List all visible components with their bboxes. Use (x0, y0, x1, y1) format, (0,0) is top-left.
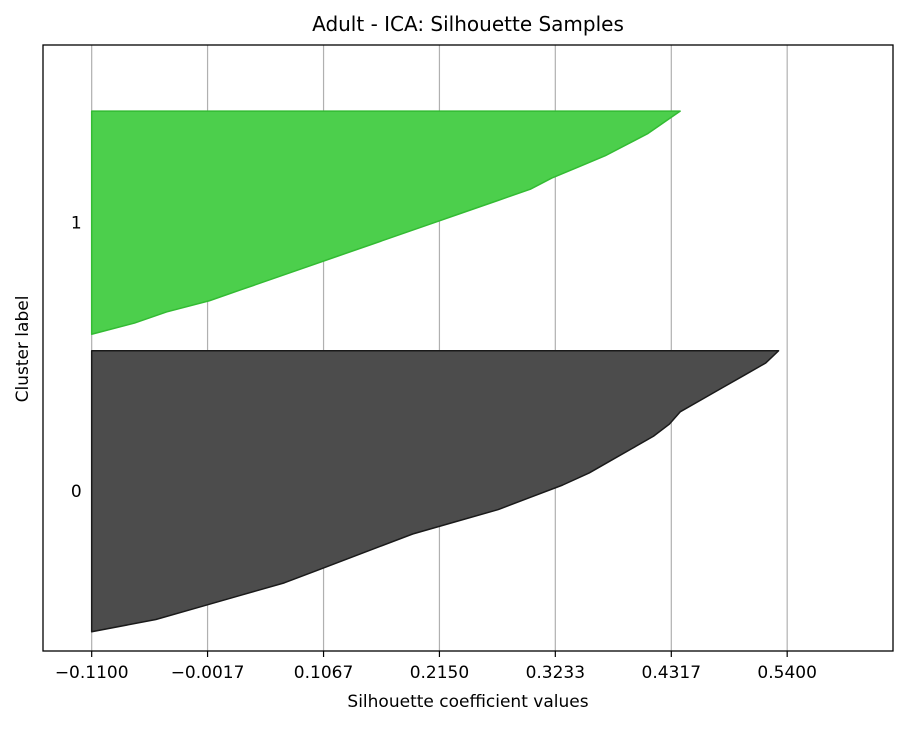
x-tick-label: −0.0017 (171, 663, 245, 683)
cluster-1-label: 1 (71, 214, 82, 234)
cluster-areas (90, 110, 780, 633)
x-tick-label: −0.1100 (55, 663, 129, 683)
cluster-0-silhouette (90, 350, 780, 633)
cluster-0-label: 0 (71, 482, 82, 502)
plot-frame (42, 44, 894, 652)
x-axis-label: Silhouette coefficient values (347, 692, 589, 712)
x-tick-label: 0.2150 (410, 663, 469, 683)
x-tick-label: 0.4317 (642, 663, 701, 683)
axes: 0 1 −0.1100 −0.0017 0.1067 0.2150 0.3233 0.4317… (42, 44, 894, 683)
x-tick-label: 0.3233 (526, 663, 585, 683)
chart-title: Adult - ICA: Silhouette Samples (312, 12, 624, 36)
x-tick-label: 0.5400 (757, 663, 816, 683)
cluster-1-silhouette (90, 110, 681, 335)
x-tick-label: 0.1067 (294, 663, 353, 683)
